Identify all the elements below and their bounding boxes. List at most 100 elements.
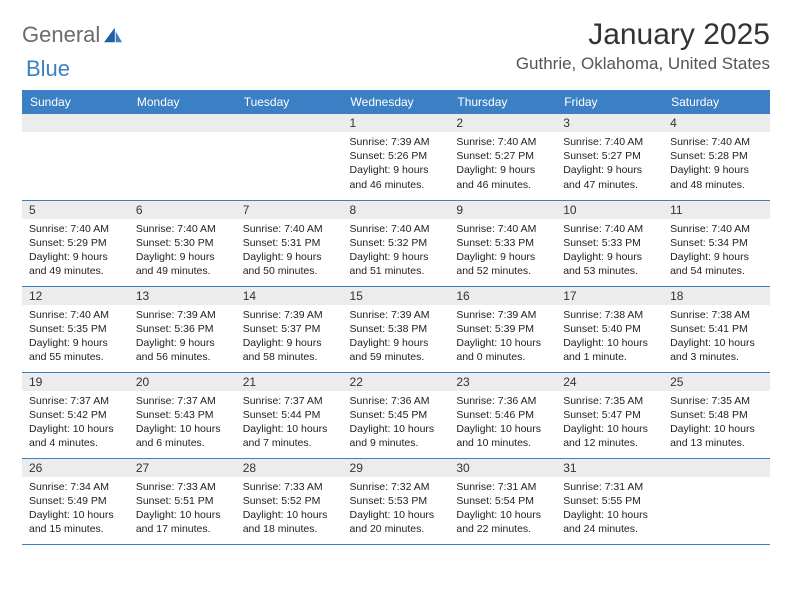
day-cell: 30Sunrise: 7:31 AMSunset: 5:54 PMDayligh… [449, 458, 556, 544]
day-number: 26 [22, 459, 129, 477]
day-data: Sunrise: 7:31 AMSunset: 5:54 PMDaylight:… [449, 477, 556, 541]
day-number: 5 [22, 201, 129, 219]
calendar-head: SundayMondayTuesdayWednesdayThursdayFrid… [22, 90, 770, 114]
day-cell: 29Sunrise: 7:32 AMSunset: 5:53 PMDayligh… [343, 458, 450, 544]
weekday-row: SundayMondayTuesdayWednesdayThursdayFrid… [22, 90, 770, 114]
day-number: 28 [236, 459, 343, 477]
day-number: 19 [22, 373, 129, 391]
location-text: Guthrie, Oklahoma, United States [516, 54, 770, 74]
day-cell: 18Sunrise: 7:38 AMSunset: 5:41 PMDayligh… [663, 286, 770, 372]
day-data: Sunrise: 7:37 AMSunset: 5:44 PMDaylight:… [236, 391, 343, 455]
calendar-row: 26Sunrise: 7:34 AMSunset: 5:49 PMDayligh… [22, 458, 770, 544]
day-data: Sunrise: 7:40 AMSunset: 5:32 PMDaylight:… [343, 219, 450, 283]
day-cell: 9Sunrise: 7:40 AMSunset: 5:33 PMDaylight… [449, 200, 556, 286]
day-number: 13 [129, 287, 236, 305]
weekday-header: Wednesday [343, 90, 450, 114]
day-number: 20 [129, 373, 236, 391]
weekday-header: Friday [556, 90, 663, 114]
day-data: Sunrise: 7:40 AMSunset: 5:31 PMDaylight:… [236, 219, 343, 283]
day-cell: 16Sunrise: 7:39 AMSunset: 5:39 PMDayligh… [449, 286, 556, 372]
day-cell: 19Sunrise: 7:37 AMSunset: 5:42 PMDayligh… [22, 372, 129, 458]
day-cell: 7Sunrise: 7:40 AMSunset: 5:31 PMDaylight… [236, 200, 343, 286]
day-cell: 15Sunrise: 7:39 AMSunset: 5:38 PMDayligh… [343, 286, 450, 372]
day-data: Sunrise: 7:40 AMSunset: 5:29 PMDaylight:… [22, 219, 129, 283]
calendar-row: 19Sunrise: 7:37 AMSunset: 5:42 PMDayligh… [22, 372, 770, 458]
day-number: 12 [22, 287, 129, 305]
day-number: 30 [449, 459, 556, 477]
day-cell: 5Sunrise: 7:40 AMSunset: 5:29 PMDaylight… [22, 200, 129, 286]
calendar-body: 1Sunrise: 7:39 AMSunset: 5:26 PMDaylight… [22, 114, 770, 544]
day-data: Sunrise: 7:39 AMSunset: 5:36 PMDaylight:… [129, 305, 236, 369]
day-data: Sunrise: 7:38 AMSunset: 5:41 PMDaylight:… [663, 305, 770, 369]
day-data: Sunrise: 7:36 AMSunset: 5:45 PMDaylight:… [343, 391, 450, 455]
calendar-page: General January 2025 Guthrie, Oklahoma, … [0, 0, 792, 563]
day-cell: 26Sunrise: 7:34 AMSunset: 5:49 PMDayligh… [22, 458, 129, 544]
day-cell: 23Sunrise: 7:36 AMSunset: 5:46 PMDayligh… [449, 372, 556, 458]
day-number: 29 [343, 459, 450, 477]
day-number: 16 [449, 287, 556, 305]
month-title: January 2025 [516, 18, 770, 52]
day-number: 4 [663, 114, 770, 132]
brand-text-2: Blue [26, 56, 70, 81]
day-number: 2 [449, 114, 556, 132]
day-data: Sunrise: 7:36 AMSunset: 5:46 PMDaylight:… [449, 391, 556, 455]
day-number: 27 [129, 459, 236, 477]
day-cell: 1Sunrise: 7:39 AMSunset: 5:26 PMDaylight… [343, 114, 450, 200]
day-data: Sunrise: 7:33 AMSunset: 5:52 PMDaylight:… [236, 477, 343, 541]
calendar-table: SundayMondayTuesdayWednesdayThursdayFrid… [22, 90, 770, 545]
day-number: 15 [343, 287, 450, 305]
day-number: 10 [556, 201, 663, 219]
day-data: Sunrise: 7:37 AMSunset: 5:43 PMDaylight:… [129, 391, 236, 455]
empty-cell [22, 114, 129, 200]
day-cell: 6Sunrise: 7:40 AMSunset: 5:30 PMDaylight… [129, 200, 236, 286]
day-number: 18 [663, 287, 770, 305]
weekday-header: Tuesday [236, 90, 343, 114]
day-data: Sunrise: 7:35 AMSunset: 5:47 PMDaylight:… [556, 391, 663, 455]
day-cell: 14Sunrise: 7:39 AMSunset: 5:37 PMDayligh… [236, 286, 343, 372]
day-number: 7 [236, 201, 343, 219]
day-cell: 12Sunrise: 7:40 AMSunset: 5:35 PMDayligh… [22, 286, 129, 372]
brand-text-1: General [22, 22, 100, 48]
weekday-header: Monday [129, 90, 236, 114]
empty-cell [129, 114, 236, 200]
calendar-row: 1Sunrise: 7:39 AMSunset: 5:26 PMDaylight… [22, 114, 770, 200]
day-number [22, 114, 129, 132]
day-data: Sunrise: 7:37 AMSunset: 5:42 PMDaylight:… [22, 391, 129, 455]
day-data: Sunrise: 7:40 AMSunset: 5:28 PMDaylight:… [663, 132, 770, 196]
day-cell: 20Sunrise: 7:37 AMSunset: 5:43 PMDayligh… [129, 372, 236, 458]
day-data: Sunrise: 7:31 AMSunset: 5:55 PMDaylight:… [556, 477, 663, 541]
day-cell: 3Sunrise: 7:40 AMSunset: 5:27 PMDaylight… [556, 114, 663, 200]
day-cell: 2Sunrise: 7:40 AMSunset: 5:27 PMDaylight… [449, 114, 556, 200]
day-data: Sunrise: 7:40 AMSunset: 5:33 PMDaylight:… [449, 219, 556, 283]
day-cell: 25Sunrise: 7:35 AMSunset: 5:48 PMDayligh… [663, 372, 770, 458]
day-data: Sunrise: 7:40 AMSunset: 5:35 PMDaylight:… [22, 305, 129, 369]
day-number: 14 [236, 287, 343, 305]
day-data: Sunrise: 7:39 AMSunset: 5:38 PMDaylight:… [343, 305, 450, 369]
day-number: 23 [449, 373, 556, 391]
day-cell: 22Sunrise: 7:36 AMSunset: 5:45 PMDayligh… [343, 372, 450, 458]
day-number: 9 [449, 201, 556, 219]
day-data: Sunrise: 7:34 AMSunset: 5:49 PMDaylight:… [22, 477, 129, 541]
day-data: Sunrise: 7:40 AMSunset: 5:33 PMDaylight:… [556, 219, 663, 283]
day-data: Sunrise: 7:40 AMSunset: 5:27 PMDaylight:… [449, 132, 556, 196]
day-cell: 27Sunrise: 7:33 AMSunset: 5:51 PMDayligh… [129, 458, 236, 544]
weekday-header: Saturday [663, 90, 770, 114]
day-data: Sunrise: 7:39 AMSunset: 5:39 PMDaylight:… [449, 305, 556, 369]
day-cell: 24Sunrise: 7:35 AMSunset: 5:47 PMDayligh… [556, 372, 663, 458]
day-cell: 4Sunrise: 7:40 AMSunset: 5:28 PMDaylight… [663, 114, 770, 200]
day-number: 11 [663, 201, 770, 219]
day-cell: 28Sunrise: 7:33 AMSunset: 5:52 PMDayligh… [236, 458, 343, 544]
weekday-header: Sunday [22, 90, 129, 114]
day-data: Sunrise: 7:40 AMSunset: 5:30 PMDaylight:… [129, 219, 236, 283]
calendar-row: 5Sunrise: 7:40 AMSunset: 5:29 PMDaylight… [22, 200, 770, 286]
day-number: 24 [556, 373, 663, 391]
calendar-row: 12Sunrise: 7:40 AMSunset: 5:35 PMDayligh… [22, 286, 770, 372]
day-data: Sunrise: 7:39 AMSunset: 5:37 PMDaylight:… [236, 305, 343, 369]
day-number: 6 [129, 201, 236, 219]
day-number: 3 [556, 114, 663, 132]
empty-cell [663, 458, 770, 544]
day-number [663, 459, 770, 477]
day-data: Sunrise: 7:39 AMSunset: 5:26 PMDaylight:… [343, 132, 450, 196]
day-data: Sunrise: 7:40 AMSunset: 5:27 PMDaylight:… [556, 132, 663, 196]
weekday-header: Thursday [449, 90, 556, 114]
